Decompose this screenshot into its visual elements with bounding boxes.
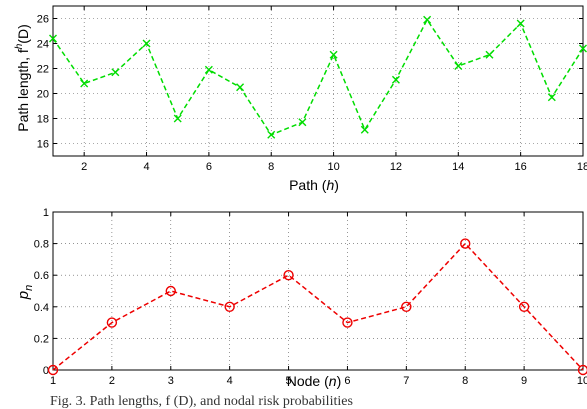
- chart2-xtick-label: 9: [521, 375, 527, 387]
- chart2-point-marker: [224, 301, 235, 312]
- chart1-point-marker: [391, 75, 400, 84]
- chart1-point-marker: [298, 118, 307, 127]
- chart2-xtick-label: 6: [344, 375, 350, 387]
- chart1-point-marker: [579, 44, 587, 53]
- figure-caption: Fig. 3. Path lengths, f (D), and nodal r…: [50, 394, 353, 409]
- chart2-ytick-label: 0.2: [34, 333, 49, 345]
- chart2-point-marker: [106, 317, 118, 328]
- chart1-xtick-label: 4: [143, 161, 149, 173]
- chart1-xtick-label: 6: [206, 161, 212, 173]
- chart2-point-marker: [401, 301, 412, 312]
- chart2-xtick-label: 5: [285, 375, 291, 387]
- chart2-xtick-label: 1: [50, 375, 56, 387]
- chart2-point-marker: [342, 317, 353, 328]
- chart1-point-marker: [454, 62, 463, 70]
- chart1-point-marker: [173, 114, 182, 123]
- chart1-ytick-label: 26: [37, 14, 49, 26]
- chart1-ytick-label: 18: [37, 114, 49, 126]
- chart1-xtick-label: 12: [390, 161, 402, 173]
- chart1-xlabel: Path (h): [289, 177, 339, 193]
- chart1-point-marker: [360, 125, 369, 134]
- chart1-ylabel: Path length, fh(D): [14, 24, 31, 132]
- chart1-point-marker: [142, 39, 151, 48]
- chart2-ytick-label: 0.6: [34, 270, 49, 282]
- node-probability-chart: 1 2 3 4 5 6 7 8 9 10 0 0.2 0.4 0.6 0.8 1: [34, 207, 587, 387]
- chart1-point-marker: [485, 50, 494, 59]
- chart2-xlabel: Node (n): [287, 373, 342, 389]
- chart1-point-marker: [547, 93, 556, 102]
- chart2-ytick-label: 0.8: [34, 239, 49, 251]
- chart1-xtick-label: 16: [515, 161, 527, 173]
- chart2-ylabel: pn: [15, 285, 35, 300]
- chart1-series-line: [52, 18, 584, 136]
- chart2-xtick-label: 4: [227, 375, 233, 387]
- chart1-xtick-label: 2: [81, 161, 87, 173]
- chart1-ytick-label: 22: [37, 64, 49, 76]
- chart1-ytick-label: 24: [37, 39, 49, 51]
- chart2-xtick-label: 8: [462, 375, 468, 387]
- chart1-point-marker: [423, 15, 432, 24]
- chart2-point-marker: [518, 301, 530, 312]
- chart1-ytick-label: 20: [37, 89, 49, 101]
- chart2-point-marker: [577, 364, 587, 376]
- chart1-xtick-label: 18: [577, 161, 587, 173]
- chart1-point-marker: [204, 65, 213, 74]
- chart2-ytick-label: 0: [43, 365, 49, 377]
- chart1-frame: [52, 5, 584, 157]
- chart1-point-marker: [80, 79, 89, 88]
- chart2-xtick-label: 10: [577, 375, 587, 387]
- chart2-frame: [52, 211, 584, 371]
- chart1-point-marker: [516, 19, 525, 28]
- chart1-xtick-label: 14: [452, 161, 464, 173]
- chart2-xtick-label: 3: [168, 375, 174, 387]
- chart1-point-marker: [329, 50, 338, 59]
- chart2-xtick-label: 7: [403, 375, 409, 387]
- chart2-point-marker: [47, 364, 59, 376]
- chart2-ytick-label: 1: [43, 207, 49, 219]
- chart1-point-marker: [111, 68, 120, 77]
- chart1-point-marker: [49, 34, 57, 43]
- chart2-point-marker: [165, 285, 176, 297]
- chart2-point-marker: [283, 270, 294, 281]
- chart1-ytick-label: 16: [37, 139, 49, 151]
- chart1-point-marker: [267, 130, 276, 139]
- chart1-xtick-label: 10: [327, 161, 339, 173]
- chart2-xtick-label: 2: [109, 375, 115, 387]
- chart1-point-marker: [236, 83, 245, 92]
- chart1-xtick-label: 8: [268, 161, 274, 173]
- chart2-series-line: [52, 242, 584, 371]
- chart2-ytick-label: 0.4: [34, 302, 49, 314]
- chart2-point-marker: [460, 238, 471, 249]
